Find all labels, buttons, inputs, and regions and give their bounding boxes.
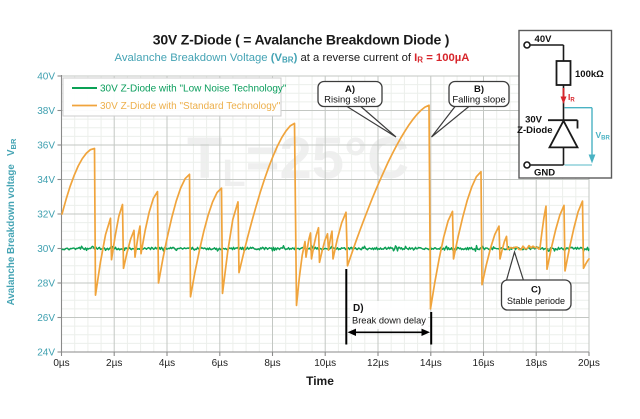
svg-text:Time: Time bbox=[306, 374, 334, 388]
svg-text:24V: 24V bbox=[37, 348, 55, 359]
svg-text:2µs: 2µs bbox=[106, 358, 122, 369]
svg-text:B): B) bbox=[474, 84, 484, 95]
svg-text:Avalanche Breakdown voltage: Avalanche Breakdown voltage VBR bbox=[6, 138, 18, 305]
svg-text:VBR: VBR bbox=[596, 130, 611, 142]
svg-text:Stable periode: Stable periode bbox=[507, 296, 565, 306]
svg-text:40V: 40V bbox=[37, 72, 55, 83]
svg-text:IR: IR bbox=[568, 92, 575, 104]
svg-text:30V: 30V bbox=[525, 115, 543, 126]
svg-text:38V: 38V bbox=[37, 106, 55, 117]
svg-text:100kΩ: 100kΩ bbox=[575, 69, 604, 80]
svg-text:10µs: 10µs bbox=[314, 358, 336, 369]
svg-text:GND: GND bbox=[534, 168, 555, 179]
svg-text:30V Z-Diode with "Low Noise Te: 30V Z-Diode with "Low Noise Technology" bbox=[100, 84, 287, 95]
svg-text:Avalanche Breakdown Voltage (V: Avalanche Breakdown Voltage (VBR) at a r… bbox=[115, 52, 470, 65]
svg-text:6µs: 6µs bbox=[212, 358, 228, 369]
svg-text:30V: 30V bbox=[37, 244, 55, 255]
svg-text:4µs: 4µs bbox=[159, 358, 175, 369]
svg-text:20µs: 20µs bbox=[578, 358, 600, 369]
svg-text:C): C) bbox=[531, 285, 541, 296]
svg-text:Z-Diode: Z-Diode bbox=[517, 125, 552, 136]
svg-text:28V: 28V bbox=[37, 279, 55, 290]
svg-text:0µs: 0µs bbox=[53, 358, 69, 369]
svg-text:30V Z-Diode with "Standard Tec: 30V Z-Diode with "Standard Technology" bbox=[100, 101, 281, 112]
svg-text:30V Z-Diode ( = Avalanche Brea: 30V Z-Diode ( = Avalanche Breakdown Diod… bbox=[153, 32, 450, 48]
svg-text:34V: 34V bbox=[37, 175, 55, 186]
svg-text:18µs: 18µs bbox=[525, 358, 547, 369]
svg-text:Break down delay: Break down delay bbox=[352, 316, 426, 326]
svg-text:36V: 36V bbox=[37, 141, 55, 152]
svg-text:12µs: 12µs bbox=[367, 358, 389, 369]
svg-text:40V: 40V bbox=[535, 34, 553, 45]
svg-text:14µs: 14µs bbox=[420, 358, 442, 369]
svg-text:Rising slope: Rising slope bbox=[324, 95, 376, 106]
svg-text:16µs: 16µs bbox=[473, 358, 495, 369]
svg-text:D): D) bbox=[353, 303, 364, 314]
svg-text:32V: 32V bbox=[37, 210, 55, 221]
svg-text:A): A) bbox=[345, 84, 355, 95]
svg-text:8µs: 8µs bbox=[264, 358, 280, 369]
svg-text:Falling slope: Falling slope bbox=[452, 95, 505, 106]
svg-text:26V: 26V bbox=[37, 313, 55, 324]
